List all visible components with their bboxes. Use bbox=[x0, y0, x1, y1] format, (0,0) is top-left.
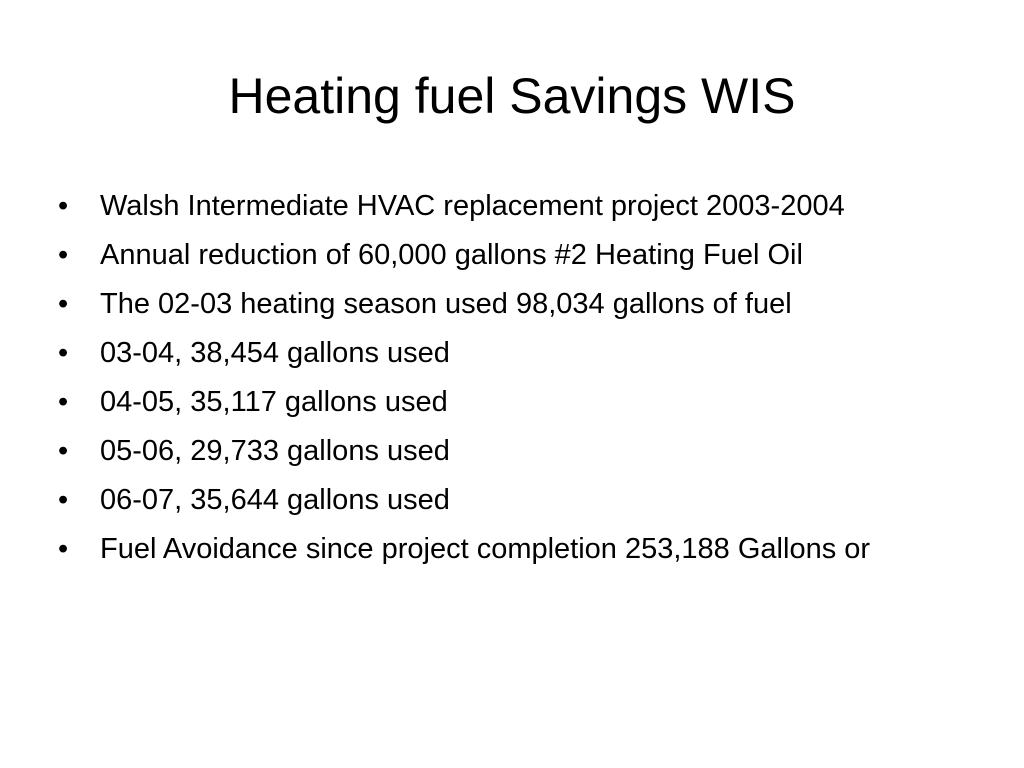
bullet-text: 03-04, 38,454 gallons used bbox=[100, 337, 450, 369]
bullet-icon: • bbox=[58, 190, 69, 222]
bullet-item: • The 02-03 heating season used 98,034 g… bbox=[58, 286, 958, 322]
bullet-icon: • bbox=[58, 239, 69, 271]
bullet-item: • Walsh Intermediate HVAC replacement pr… bbox=[58, 188, 958, 224]
bullet-text: 04-05, 35,117 gallons used bbox=[100, 386, 448, 418]
slide-title: Heating fuel Savings WIS bbox=[228, 68, 796, 124]
bullet-list: • Walsh Intermediate HVAC replacement pr… bbox=[58, 188, 958, 580]
bullet-icon: • bbox=[58, 386, 69, 418]
bullet-item: • 03-04, 38,454 gallons used bbox=[58, 335, 958, 371]
bullet-item: • Fuel Avoidance since project completio… bbox=[58, 531, 958, 567]
bullet-icon: • bbox=[58, 533, 69, 565]
bullet-text: Annual reduction of 60,000 gallons #2 He… bbox=[100, 239, 803, 271]
bullet-text: The 02-03 heating season used 98,034 gal… bbox=[100, 288, 792, 320]
bullet-text: 06-07, 35,644 gallons used bbox=[100, 484, 450, 516]
bullet-text: 05-06, 29,733 gallons used bbox=[100, 435, 450, 467]
bullet-icon: • bbox=[58, 484, 69, 516]
bullet-text: Fuel Avoidance since project completion … bbox=[100, 533, 871, 565]
bullet-item: • Annual reduction of 60,000 gallons #2 … bbox=[58, 237, 958, 273]
bullet-icon: • bbox=[58, 337, 69, 369]
bullet-item: • 04-05, 35,117 gallons used bbox=[58, 384, 958, 420]
bullet-icon: • bbox=[58, 435, 69, 467]
bullet-text: Walsh Intermediate HVAC replacement proj… bbox=[100, 190, 845, 222]
bullet-item: • 05-06, 29,733 gallons used bbox=[58, 433, 958, 469]
bullet-item: • 06-07, 35,644 gallons used bbox=[58, 482, 958, 518]
bullet-icon: • bbox=[58, 288, 69, 320]
